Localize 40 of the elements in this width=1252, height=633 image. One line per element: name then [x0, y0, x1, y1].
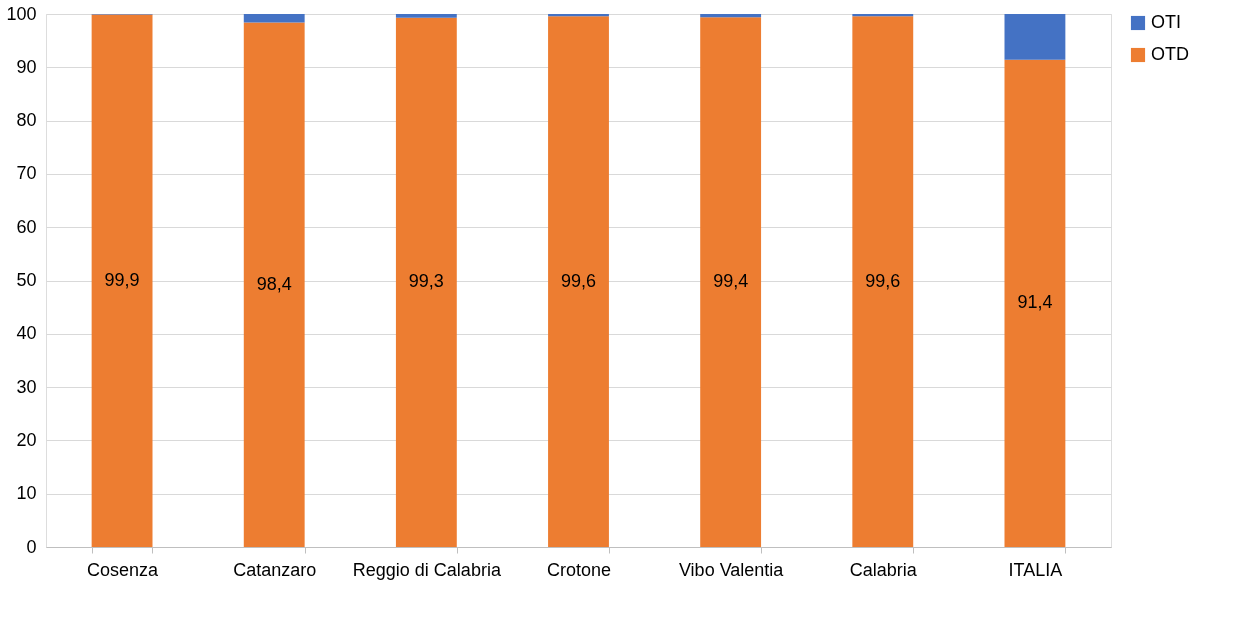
y-tick-label: 70: [16, 163, 37, 184]
x-tick-label: Crotone: [546, 559, 612, 580]
data-label: 99,6: [560, 270, 597, 291]
y-tick-label: 90: [16, 56, 37, 77]
data-label: 99,6: [865, 270, 901, 291]
bar: [243, 14, 305, 23]
y-tick-label: 60: [16, 216, 37, 237]
x-tick-label: Vibo Valentia: [678, 559, 785, 580]
y-tick-label: 50: [16, 270, 37, 290]
x-tick-label: Calabria: [849, 559, 918, 580]
y-tick-label: 20: [16, 429, 37, 450]
data-label: 98,4: [256, 273, 292, 294]
y-tick-label: 30: [16, 376, 37, 397]
bar: [548, 14, 609, 17]
y-tick-label: 10: [16, 483, 37, 504]
bar: [395, 17, 457, 547]
x-tick-label: Catanzaro: [233, 559, 317, 580]
y-tick-label: 100: [6, 3, 37, 24]
data-label: 99,9: [104, 269, 140, 290]
y-tick-label: 0: [26, 536, 37, 557]
bar: [395, 14, 457, 18]
data-label: 99,3: [408, 271, 444, 292]
bar: [243, 22, 305, 547]
legend-label: OTI: [1151, 12, 1181, 32]
bar: [852, 14, 914, 17]
legend-label: OTD: [1151, 44, 1189, 64]
bar: [91, 14, 153, 547]
bar: [700, 14, 762, 18]
bar: [1004, 14, 1066, 60]
y-tick-label: 80: [16, 110, 37, 131]
x-tick-label: Reggio di Calabria: [352, 559, 502, 580]
bar: [1004, 59, 1066, 547]
data-label: 99,4: [713, 271, 749, 292]
bar: [852, 16, 914, 547]
x-tick-label: ITALIA: [1008, 559, 1063, 580]
y-tick-label: 40: [16, 323, 37, 344]
x-tick-label: Cosenza: [87, 559, 160, 580]
data-label: 91,4: [1017, 292, 1053, 313]
bar: [700, 17, 762, 547]
bar: [548, 16, 609, 547]
